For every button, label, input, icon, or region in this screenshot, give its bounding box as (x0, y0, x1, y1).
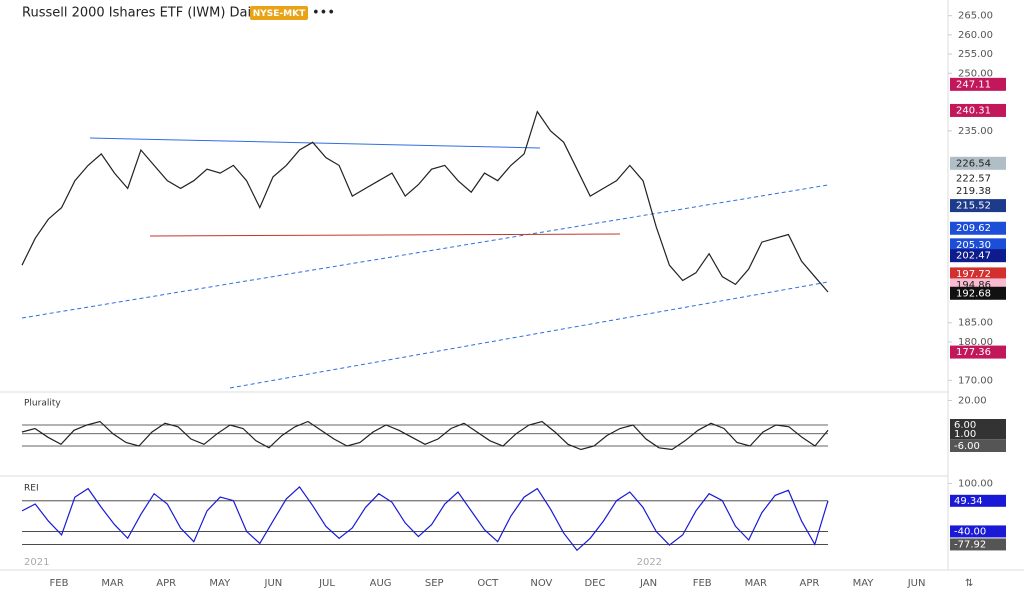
y-tick-label: 250.00 (958, 68, 993, 79)
price-label: 209.62 (956, 223, 991, 234)
price-label-bg (950, 286, 1006, 300)
year-label: 2022 (637, 557, 662, 568)
price-label: 215.52 (956, 201, 991, 212)
level-label-bg (950, 440, 1006, 452)
price-label-bg (950, 345, 1006, 359)
price-label-bg (950, 267, 1006, 281)
price-label: 177.36 (956, 347, 991, 358)
x-tick-label: OCT (477, 578, 499, 589)
price-label: 205.30 (956, 240, 991, 251)
price-label: 240.31 (956, 105, 991, 116)
x-tick-label: DEC (584, 578, 605, 589)
level-label-bg (950, 538, 1006, 551)
x-tick-label: JAN (639, 578, 657, 589)
exchange-badge: NYSE-MKT (253, 9, 306, 19)
support-line (149, 233, 621, 237)
price-label: 219.38 (956, 186, 991, 197)
price-label-bg (950, 249, 1006, 263)
price-label: 197.72 (956, 269, 991, 280)
trend-line (229, 281, 829, 389)
price-label-bg (950, 77, 1006, 91)
y-tick-label: 235.00 (958, 126, 993, 137)
price-label: 202.47 (956, 251, 991, 262)
trend-line (21, 184, 829, 319)
y-tick-label: 100.00 (958, 478, 993, 489)
x-tick-label: MAR (101, 578, 123, 589)
y-tick-label: 170.00 (958, 375, 993, 386)
level-label: -77.92 (954, 539, 986, 550)
level-label: -40.00 (954, 526, 986, 537)
x-tick-label: APR (156, 578, 176, 589)
x-tick-label: FEB (693, 578, 712, 589)
price-label-bg (950, 103, 1006, 117)
price-line (21, 485, 829, 552)
x-tick-label: JUN (264, 578, 283, 589)
year-label: 2021 (24, 557, 49, 568)
price-label: 226.54 (956, 158, 991, 169)
level-label: -6.00 (954, 441, 980, 452)
level-label-bg (950, 525, 1006, 538)
price-label: 247.11 (956, 79, 991, 90)
level-label-bg (950, 494, 1006, 507)
price-label-bg (950, 221, 1006, 235)
x-tick-label: MAY (209, 578, 231, 589)
x-tick-label: NOV (530, 578, 552, 589)
price-label-bg (950, 184, 1006, 198)
price-label: 194.86 (956, 280, 991, 291)
level-label: 6.00 (954, 420, 976, 431)
level-label: 1.00 (954, 429, 976, 440)
scale-toggle[interactable]: ⇅ (965, 578, 973, 589)
level-label-bg (950, 427, 1006, 440)
x-tick-label: JUL (318, 578, 335, 589)
price-label-bg (950, 238, 1006, 252)
y-tick-label: 255.00 (958, 49, 993, 60)
price-line (21, 110, 829, 293)
panel-title: REI (24, 484, 39, 494)
x-tick-label: SEP (425, 578, 444, 589)
price-label-bg (950, 199, 1006, 213)
x-tick-label: MAY (853, 578, 875, 589)
resistance-line (89, 137, 541, 149)
level-label: 49.34 (954, 496, 983, 507)
y-tick-label: 265.00 (958, 11, 993, 22)
y-tick-label: 260.00 (958, 30, 993, 41)
menu[interactable]: ••• (312, 6, 335, 21)
price-line (21, 420, 829, 451)
x-tick-label: APR (799, 578, 819, 589)
x-tick-label: JUN (907, 578, 926, 589)
y-tick-label: 180.00 (958, 337, 993, 348)
x-tick-label: MAR (745, 578, 767, 589)
price-label-bg (950, 156, 1006, 170)
price-label: 222.57 (956, 174, 991, 185)
x-tick-label: AUG (370, 578, 392, 589)
price-label: 192.68 (956, 288, 991, 299)
price-label-bg (950, 172, 1006, 186)
panel-title: Plurality (24, 399, 61, 409)
exchange-badge-bg (250, 6, 308, 20)
y-tick-label: 185.00 (958, 318, 993, 329)
chart-title: Russell 2000 Ishares ETF (IWM) Daily (22, 6, 263, 21)
x-tick-label: FEB (50, 578, 69, 589)
y-tick-label: 20.00 (958, 396, 987, 407)
